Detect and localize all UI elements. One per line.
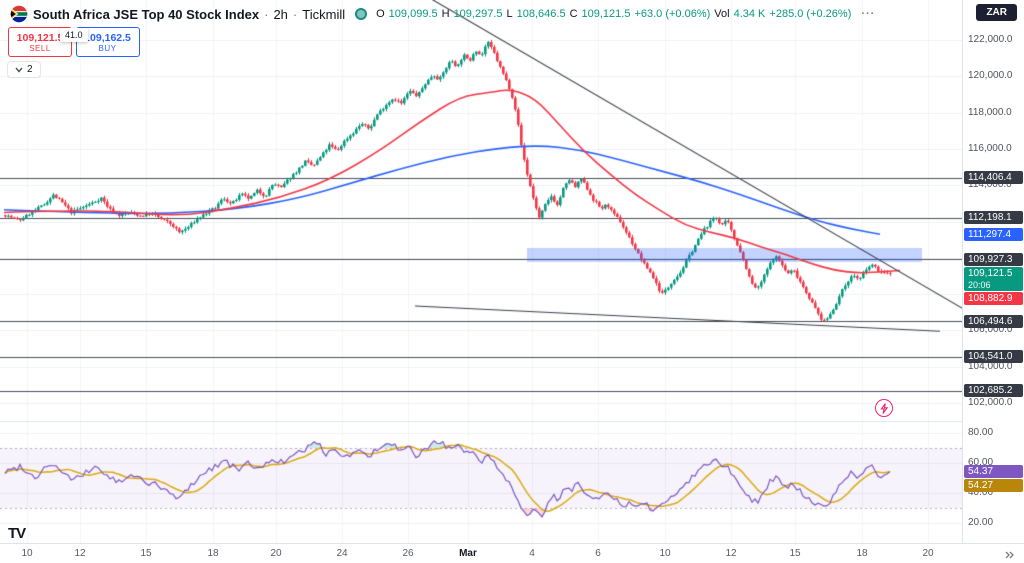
volume-label: Vol <box>714 8 730 20</box>
price-axis[interactable]: 122,000.0 120,000.0 118,000.0 116,000.0 114,… <box>962 0 1024 543</box>
time-tick-label: 20 <box>922 548 934 559</box>
sell-price: 109,121.5 <box>16 31 64 44</box>
ohlc-readout: O 109,099.5 H 109,297.5 L 108,646.5 C 109,12… <box>376 8 851 20</box>
price-tick-label: 122,000.0 <box>968 34 1013 45</box>
time-tick-label: 18 <box>856 548 868 559</box>
time-tick-label: 6 <box>595 548 601 559</box>
price-line-badge-red: 108,882.9 <box>964 292 1023 306</box>
high-value: 109,297.5 <box>453 8 503 20</box>
close-value: 109,121.5 <box>581 8 631 20</box>
time-tick-label: Mar <box>459 548 477 559</box>
price-badge-value: 108,882.9 <box>968 293 1013 305</box>
flash-button[interactable] <box>875 399 893 417</box>
lightning-bolt-icon <box>879 402 888 414</box>
separator-dot: · <box>292 6 298 22</box>
price-badge-value: 106,494.6 <box>968 315 1013 327</box>
bar-countdown: 20:06 <box>968 280 991 291</box>
separator-dot: · <box>264 6 269 22</box>
volume-change: +285.0 (+0.26%) <box>769 8 852 20</box>
price-tick-label: 106,000.0 <box>968 324 1013 336</box>
axis-settings-icon[interactable] <box>1004 549 1016 561</box>
level-price-badge: 114,406.4 <box>964 171 1023 185</box>
level-price-badge: 109,927.3 <box>964 252 1023 266</box>
south-africa-flag-icon <box>10 5 28 23</box>
last-price-badge: 109,121.5 20:06 <box>964 267 1023 292</box>
price-badge-value: 109,927.3 <box>968 253 1013 265</box>
rsi-value-badge: 54.37 <box>964 464 1023 478</box>
level-price-badge: 102,685.2 <box>964 384 1023 398</box>
buy-price: 109,162.5 <box>84 31 131 44</box>
broker-label[interactable]: Tickmill <box>302 6 346 22</box>
sell-button[interactable]: 109,121.5 SELL <box>8 27 72 57</box>
price-badge-value: 114,406.4 <box>968 172 1012 184</box>
time-axis[interactable]: 10 12 15 18 20 24 26 Mar 4 6 10 12 15 18 20 <box>0 543 1024 563</box>
low-value: 108,646.5 <box>516 8 566 20</box>
price-badge-value: 112,198.1 <box>968 212 1012 224</box>
buy-sell-widget: 109,121.5 SELL 41.0 109,162.5 BUY <box>8 27 140 57</box>
price-tick-label: 102,000.0 <box>968 397 1013 408</box>
currency-badge[interactable]: ZAR <box>976 4 1017 21</box>
level-price-badge: 112,198.1 <box>964 211 1023 225</box>
price-tick-label: 118,000.0 <box>968 106 1012 118</box>
time-tick-label: 12 <box>725 548 737 559</box>
open-value: 109,099.5 <box>388 8 438 20</box>
open-label: O <box>376 8 385 20</box>
market-status-icon[interactable] <box>355 8 368 20</box>
time-tick-label: 10 <box>659 548 671 559</box>
buy-button[interactable]: 109,162.5 BUY <box>75 27 140 57</box>
interval-label[interactable]: 2h <box>273 6 288 22</box>
time-tick-label: 15 <box>140 548 152 559</box>
time-tick-label: 24 <box>336 548 348 559</box>
price-tick-label: 116,000.0 <box>968 142 1012 154</box>
close-label: C <box>569 8 578 20</box>
time-tick-label: 18 <box>207 548 219 559</box>
time-tick-label: 10 <box>21 548 33 559</box>
price-tick-label: 114,000.0 <box>968 179 1012 191</box>
rsi-tick-label: 20.00 <box>968 517 994 528</box>
rsi-ma-value-badge: 54.27 <box>964 478 1023 492</box>
price-badge-value: 109,121.5 <box>968 268 1013 280</box>
rsi-tick-label: 40.00 <box>968 487 994 498</box>
level-price-badge: 104,541.0 <box>964 350 1023 364</box>
more-options-icon[interactable]: ··· <box>861 8 876 20</box>
time-tick-label: 12 <box>74 548 86 559</box>
price-badge-value: 111,297.4 <box>968 228 1012 240</box>
chart-header: South Africa JSE Top 40 Stock Index · 2h… <box>10 5 875 23</box>
level-price-badge: 106,494.6 <box>964 314 1023 328</box>
price-tick-label: 104,000.0 <box>968 360 1013 372</box>
indicators-collapsed-button[interactable]: 2 <box>8 62 40 77</box>
change-value: +63.0 (+0.06%) <box>634 8 711 20</box>
time-tick-label: 26 <box>402 548 414 559</box>
buy-label: BUY <box>98 43 117 53</box>
high-label: H <box>441 8 450 20</box>
low-label: L <box>506 8 513 20</box>
spread-label: 41.0 <box>60 28 88 42</box>
time-tick-label: 15 <box>789 548 801 559</box>
indicator-count: 2 <box>27 64 33 75</box>
ma-price-badge: 111,297.4 <box>964 227 1023 241</box>
tradingview-logo[interactable]: TV <box>8 525 26 542</box>
time-tick-label: 4 <box>529 548 535 559</box>
price-badge-value: 104,541.0 <box>968 351 1013 363</box>
sell-label: SELL <box>29 43 51 53</box>
price-tick-label: 120,000.0 <box>968 70 1013 82</box>
symbol-title[interactable]: South Africa JSE Top 40 Stock Index <box>33 6 260 22</box>
price-badge-value: 102,685.2 <box>968 385 1013 397</box>
rsi-tick-label: 60.00 <box>968 457 994 468</box>
time-tick-label: 20 <box>270 548 282 559</box>
rsi-tick-label: 80.00 <box>968 427 994 438</box>
volume-value: 4.34 K <box>733 8 766 20</box>
chevron-down-icon <box>15 67 23 73</box>
